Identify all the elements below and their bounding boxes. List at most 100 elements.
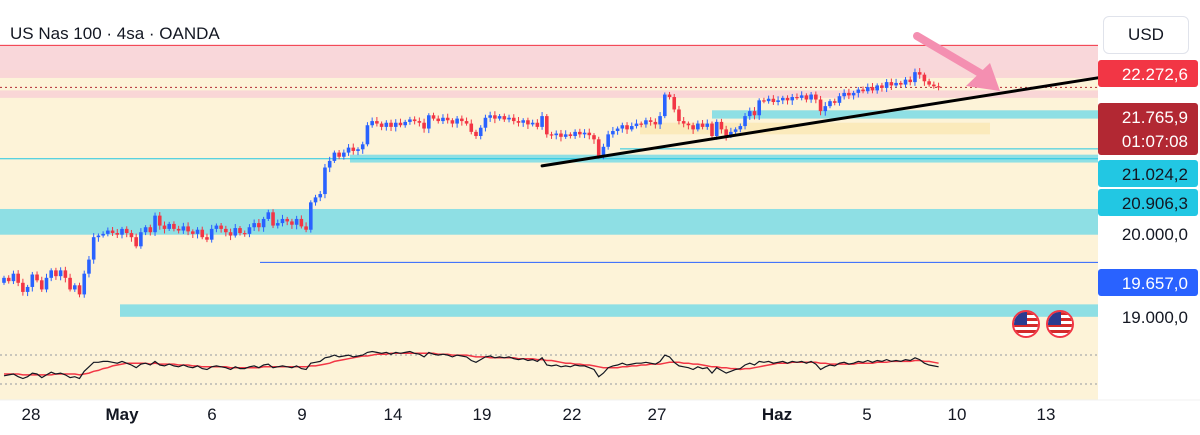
- candle-body: [332, 152, 337, 161]
- chart-plot-background: [0, 70, 1098, 400]
- candle-body: [106, 230, 110, 234]
- candle-body: [25, 286, 30, 292]
- candle-body: [11, 273, 16, 282]
- candle-body: [233, 228, 238, 236]
- candle-body: [39, 280, 44, 290]
- candle-body: [309, 202, 313, 230]
- candle-body: [526, 120, 530, 125]
- candle-body: [578, 131, 582, 135]
- price-tick-label: 20.000,0: [1122, 225, 1188, 244]
- candle-body: [441, 117, 445, 122]
- candle-body: [398, 122, 403, 126]
- candle-body: [629, 126, 634, 130]
- candle-body: [889, 82, 894, 86]
- candle-body: [412, 119, 417, 122]
- candle-body: [49, 270, 53, 278]
- candle-body: [280, 218, 285, 224]
- candle-body: [776, 100, 780, 103]
- trendline[interactable]: [540, 75, 1102, 168]
- high-level-label: 22.272,6: [1122, 65, 1188, 84]
- candle-body: [554, 133, 559, 136]
- rsi-line: [3, 350, 939, 380]
- candle-body: [771, 98, 776, 103]
- candle-body: [417, 121, 422, 123]
- candle-body: [705, 123, 710, 127]
- candle-body: [738, 126, 743, 130]
- candle-body: [790, 97, 795, 101]
- candle-body: [209, 228, 214, 240]
- candle-body: [851, 92, 856, 96]
- candle-body: [719, 121, 724, 130]
- candle-body: [903, 79, 908, 85]
- candle-body: [431, 115, 436, 119]
- us-flag-icon[interactable]: [1046, 310, 1074, 338]
- candle-body: [469, 123, 474, 132]
- candle-body: [478, 127, 483, 137]
- candle-body: [828, 101, 832, 107]
- level-2-label-bg: [1098, 189, 1198, 216]
- candle-body: [743, 116, 747, 127]
- candle-body: [502, 116, 507, 120]
- time-axis[interactable]: 28 May 6 9 14 19 22 27 Haz 5 10 13: [22, 405, 1056, 424]
- candle-body: [16, 273, 20, 283]
- candle-body: [436, 118, 441, 122]
- time-tick-label: 14: [384, 405, 403, 424]
- candle-body: [611, 131, 615, 135]
- candle-body: [785, 97, 790, 101]
- candle-body: [804, 95, 809, 100]
- candle-body: [172, 223, 176, 229]
- candle-body: [360, 144, 365, 150]
- time-tick-label: 27: [648, 405, 667, 424]
- candle-body: [563, 134, 568, 137]
- candle-body: [927, 81, 931, 85]
- candle-body: [917, 72, 922, 75]
- candle-body: [875, 85, 879, 91]
- candle-body: [573, 131, 577, 137]
- level-2-label: 20.906,3: [1122, 194, 1188, 213]
- candle-body: [219, 225, 223, 229]
- candle-body: [601, 146, 606, 157]
- yellow-zone: [640, 122, 990, 135]
- candle-body: [148, 227, 153, 233]
- candle-body: [856, 89, 861, 93]
- us-flag-icon[interactable]: [1012, 310, 1040, 338]
- candle-body: [474, 131, 478, 137]
- candle-body: [799, 95, 804, 98]
- candle-body: [592, 135, 596, 140]
- cyan-zone-4: [120, 304, 1098, 317]
- candle-body: [275, 223, 280, 226]
- candle-body: [582, 132, 587, 135]
- candle-body: [493, 115, 497, 119]
- candle-body: [375, 121, 379, 124]
- candle-body: [894, 82, 898, 86]
- currency-button[interactable]: USD: [1103, 16, 1189, 54]
- candle-body: [44, 277, 49, 290]
- candle-body: [299, 218, 304, 227]
- candle-body: [625, 125, 629, 130]
- last-price-countdown: 01:07:08: [1122, 132, 1188, 151]
- candle-body: [847, 92, 851, 96]
- candle-body: [271, 212, 275, 226]
- candle-body: [762, 100, 766, 102]
- candle-body: [460, 118, 464, 122]
- level-1-label-bg: [1098, 160, 1198, 187]
- time-tick-label: 28: [22, 405, 41, 424]
- candle-body: [370, 121, 374, 126]
- candle-body: [77, 285, 82, 295]
- candle-body: [781, 97, 785, 101]
- candle-body: [129, 233, 134, 238]
- candle-body: [913, 72, 917, 83]
- candle-body: [606, 134, 610, 147]
- candle-body: [73, 285, 77, 290]
- candle-body: [724, 129, 728, 137]
- candle-body: [752, 111, 757, 116]
- candle-body: [936, 86, 941, 88]
- candle-body: [337, 152, 341, 157]
- candle-body: [733, 129, 738, 132]
- pink-band: [0, 90, 1098, 98]
- candle-body: [663, 94, 667, 117]
- time-tick-label: 19: [473, 405, 492, 424]
- candle-body: [932, 84, 936, 87]
